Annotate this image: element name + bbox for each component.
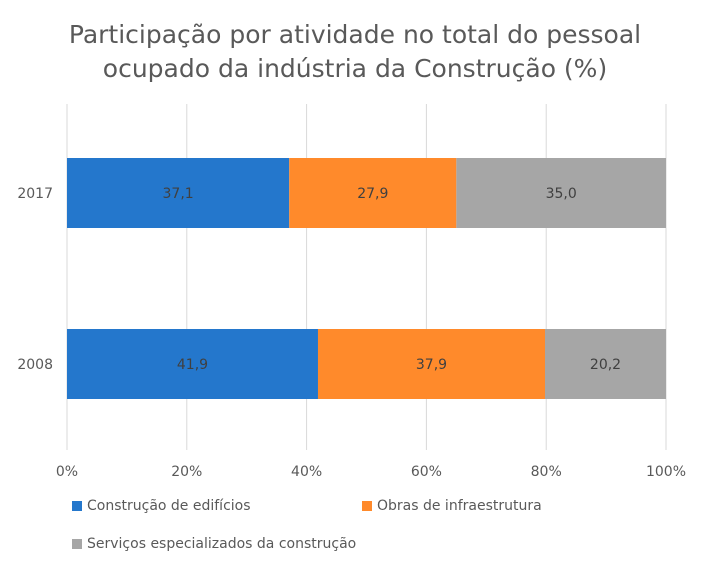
x-tick-label-5: 100% [646,464,686,480]
y-category-label-2008: 2008 [17,357,53,373]
bar-2017-series-0 [67,158,290,228]
chart-title: Participação por atividade no total do p… [0,18,710,86]
axis-labels: 0% 20% 40% 60% 80% 100% 2017 2008 [17,186,686,480]
bars [67,158,666,399]
y-category-label-2017: 2017 [17,186,53,202]
legend-label-construcao: Construção de edifícios [87,498,251,514]
data-label-2017-series-0: 37,1 [163,186,194,202]
data-label-2017-series-1: 27,9 [357,186,388,202]
legend-item-construcao: Construção de edifícios [72,498,251,514]
x-tick-label-4: 80% [531,464,562,480]
chart-title-line-2: ocupado da indústria da Construção (%) [102,54,608,83]
bar-2008-series-2 [545,329,666,399]
bar-2017-series-2 [456,158,666,228]
bar-2008-series-0 [67,329,318,399]
bar-2017-series-1 [289,158,457,228]
bar-2008-series-1 [317,329,546,399]
legend-swatch-construcao [72,501,82,511]
legend-label-obras: Obras de infraestrutura [377,498,542,514]
legend-label-servicos: Serviços especializados da construção [87,536,357,552]
chart-title-line-1: Participação por atividade no total do p… [68,20,642,49]
x-tick-label-2: 40% [291,464,322,480]
data-label-2008-series-2: 20,2 [590,357,621,373]
data-label-2008-series-1: 37,9 [416,357,447,373]
data-label-2017-series-2: 35,0 [546,186,577,202]
x-tick-label-1: 20% [171,464,202,480]
legend-swatch-servicos [72,539,82,549]
data-labels: 37,1 27,9 35,0 41,9 37,9 20,2 [163,186,622,373]
legend-item-obras: Obras de infraestrutura [362,498,542,514]
x-tick-label-3: 60% [411,464,442,480]
legend-swatch-obras [362,501,372,511]
data-label-2008-series-0: 41,9 [177,357,208,373]
legend-item-servicos: Serviços especializados da construção [72,536,356,552]
x-tick-label-0: 0% [56,464,78,480]
